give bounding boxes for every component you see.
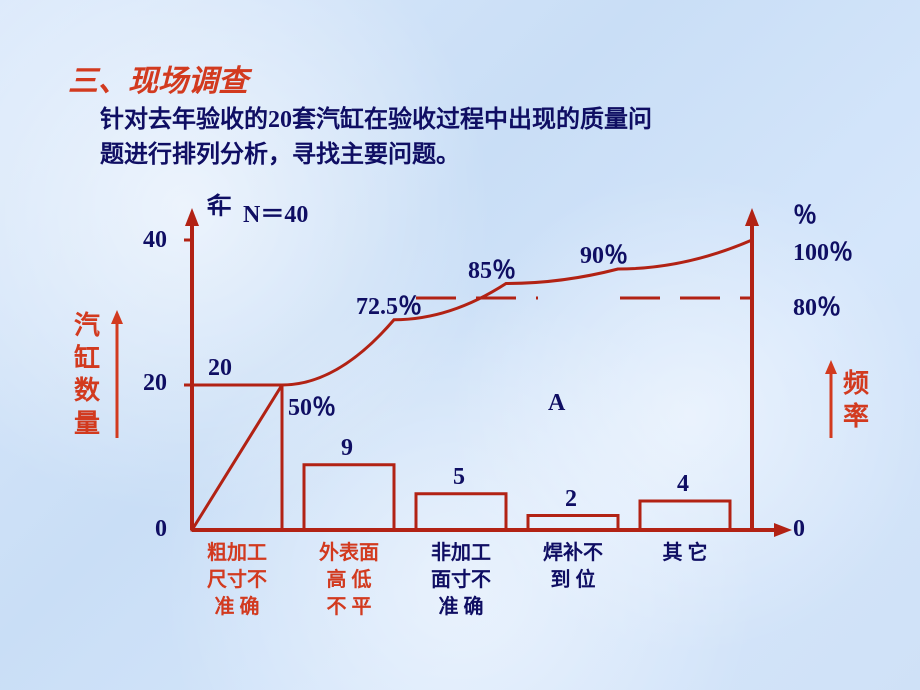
category-label-4: 其 它 — [635, 540, 735, 567]
ytick-right-80: 80％ — [793, 287, 841, 322]
right-axis-label-2: 率 — [843, 401, 869, 434]
left-axis-unit: 件 — [200, 193, 235, 217]
cum-pct-0: 50％ — [288, 387, 336, 422]
right-axis-label-arrow — [822, 360, 842, 440]
description-block: 针对去年验收的20套汽缸在验收过程中出现的质量问 题进行排列分析，寻找主要问题。 — [100, 103, 880, 173]
left-axis-label-4: 量 — [74, 408, 100, 441]
ytick-left-0: 0 — [155, 516, 167, 543]
bar-value-4: 4 — [677, 471, 689, 498]
cum-pct-3: 90％ — [580, 235, 628, 270]
category-label-1: 外表面高 低不 平 — [299, 540, 399, 621]
ytick-left-40: 40 — [143, 227, 167, 254]
ytick-right-100: 100％ — [793, 232, 853, 267]
cum-pct-2: 85％ — [468, 250, 516, 285]
right-axis-label: 频 率 — [843, 368, 869, 433]
left-axis-label-3: 数 — [74, 375, 100, 408]
right-axis-symbol: ％ — [793, 195, 817, 230]
category-label-3: 焊补不到 位 — [523, 540, 623, 594]
ytick-left-20: 20 — [143, 370, 167, 397]
category-label-0: 粗加工尺寸不准 确 — [187, 540, 287, 621]
section-title: 三、现场调查 — [68, 56, 248, 100]
left-axis-label-arrow — [108, 310, 128, 440]
left-axis-label-1: 汽 — [74, 310, 100, 343]
bar-value-1: 9 — [341, 435, 353, 462]
n-label: N＝40 — [243, 194, 308, 229]
region-label-A: A — [548, 390, 565, 417]
desc-line-2: 题进行排列分析，寻找主要问题。 — [100, 138, 880, 173]
desc-line-1: 针对去年验收的20套汽缸在验收过程中出现的质量问 — [100, 103, 880, 138]
bar-value-2: 5 — [453, 464, 465, 491]
bar-value-3: 2 — [565, 486, 577, 513]
ytick-right-0: 0 — [793, 516, 805, 543]
category-label-2: 非加工面寸不准 确 — [411, 540, 511, 621]
left-axis-label-2: 缸 — [74, 343, 100, 376]
cum-pct-1: 72.5％ — [356, 286, 422, 321]
left-axis-label: 汽 缸 数 量 — [74, 310, 100, 440]
bar-value-0: 20 — [208, 355, 232, 382]
right-axis-label-1: 频 — [843, 368, 869, 401]
